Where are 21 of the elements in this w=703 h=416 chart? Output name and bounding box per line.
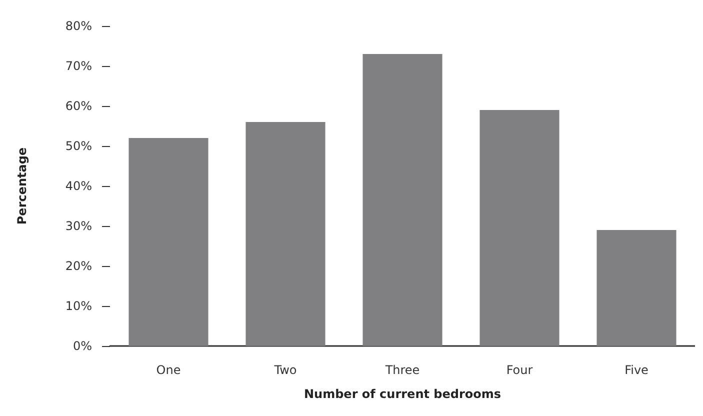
bar <box>246 122 326 346</box>
bar <box>480 110 560 346</box>
bar <box>596 230 676 346</box>
x-tick-label: Two <box>273 363 297 377</box>
y-tick-label: 40% <box>65 179 92 193</box>
y-tick-label: 30% <box>65 219 92 233</box>
y-tick-label: 50% <box>65 139 92 153</box>
y-tick-label: 80% <box>65 19 92 33</box>
bar <box>362 54 442 346</box>
x-tick-label: Four <box>506 363 533 377</box>
y-axis-title: Percentage <box>15 147 29 225</box>
x-tick-label: Five <box>624 363 648 377</box>
x-tick-label: Three <box>384 363 420 377</box>
y-tick-label: 10% <box>65 299 92 313</box>
x-tick-label: One <box>156 363 181 377</box>
y-tick-label: 20% <box>65 259 92 273</box>
y-tick-label: 60% <box>65 99 92 113</box>
bar <box>128 138 208 346</box>
y-tick-label: 70% <box>65 59 92 73</box>
y-tick-label: 0% <box>72 339 92 353</box>
x-axis-title: Number of current bedrooms <box>304 387 502 401</box>
